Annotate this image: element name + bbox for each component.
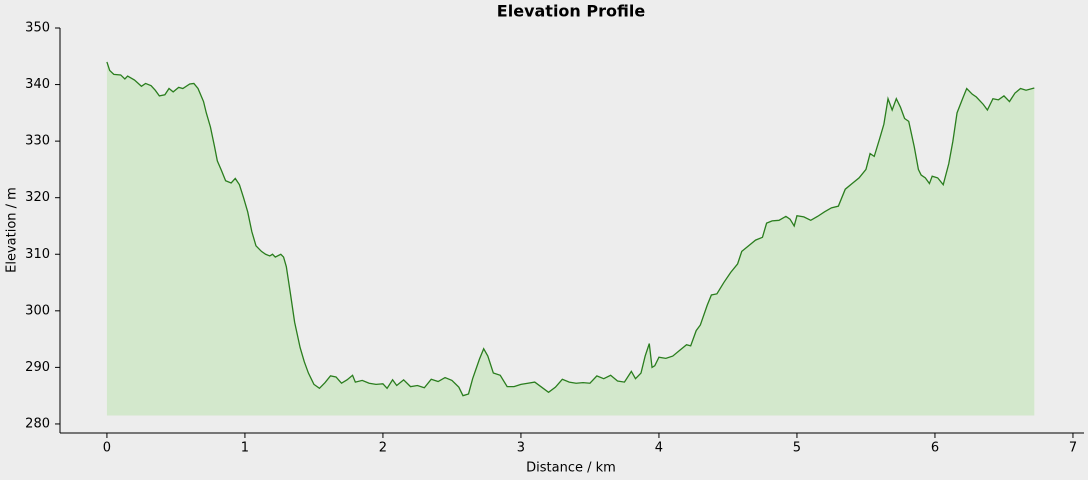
x-tick-label: 2 xyxy=(379,441,387,456)
y-axis-label: Elevation / m xyxy=(5,187,20,273)
y-tick-label: 310 xyxy=(25,247,50,262)
x-tick-label: 3 xyxy=(517,441,525,456)
x-tick-label: 7 xyxy=(1069,441,1077,456)
y-tick-label: 330 xyxy=(25,134,50,149)
y-tick-label: 290 xyxy=(25,360,50,375)
area xyxy=(106,61,1035,416)
y-tick-label: 300 xyxy=(25,303,50,318)
elevation-line xyxy=(106,61,1035,397)
y-tick-label: 340 xyxy=(25,77,50,92)
x-tick-label: 1 xyxy=(241,441,249,456)
x-tick-label: 5 xyxy=(793,441,801,456)
y-tick-label: 350 xyxy=(25,21,50,36)
y-tick-label: 280 xyxy=(25,416,50,431)
x-tick-label: 6 xyxy=(931,441,939,456)
y-tick-label: 320 xyxy=(25,190,50,205)
x-tick-label: 0 xyxy=(103,441,111,456)
x-axis-label: Distance / km xyxy=(526,461,616,476)
x-tick-label: 4 xyxy=(655,441,663,456)
chart-title: Elevation Profile xyxy=(497,2,646,21)
